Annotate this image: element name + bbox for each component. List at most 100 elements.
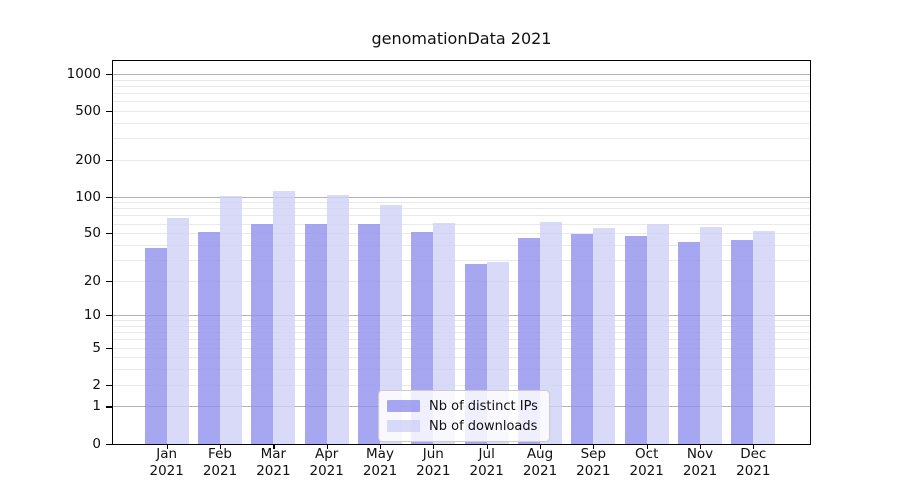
bar-downloads-mar xyxy=(273,190,296,444)
gridline-minor xyxy=(113,339,810,341)
bar-downloads-feb xyxy=(220,195,242,444)
bar-downloads-nov xyxy=(700,226,722,444)
y-tick-label: 200 xyxy=(75,151,101,168)
legend-entry-downloads: Nb of downloads xyxy=(387,416,538,436)
gridline-minor xyxy=(113,244,810,246)
x-tick-mark xyxy=(486,443,488,449)
y-tick-label: 50 xyxy=(83,225,101,242)
gridline-minor xyxy=(113,325,810,327)
bar-distinct-ips-jan xyxy=(144,248,167,444)
y-tick-mark xyxy=(105,280,113,282)
bar-distinct-ips-mar xyxy=(251,224,274,444)
legend-patch-downloads xyxy=(387,420,420,432)
legend: Nb of distinct IPs Nb of downloads xyxy=(378,390,550,442)
x-tick-mark xyxy=(166,443,168,449)
gridline-minor xyxy=(113,138,810,140)
x-tick-label: Feb 2021 xyxy=(202,446,238,479)
gridline-minor xyxy=(113,122,810,124)
x-tick-mark xyxy=(380,443,382,449)
gridline-minor xyxy=(113,79,810,81)
gridline-minor xyxy=(113,259,810,261)
bar-distinct-ips-nov xyxy=(678,241,700,444)
legend-entry-distinct-ips: Nb of distinct IPs xyxy=(387,396,538,416)
y-tick-mark xyxy=(105,233,113,235)
chart-title: genomationData 2021 xyxy=(371,29,552,48)
bar-downloads-may xyxy=(380,205,402,444)
y-tick-label: 100 xyxy=(75,188,101,205)
gridline-minor xyxy=(113,101,810,103)
bar-distinct-ips-apr xyxy=(304,224,327,444)
y-tick-label: 0 xyxy=(92,435,101,452)
bar-distinct-ips-may xyxy=(358,224,380,444)
bar-downloads-oct xyxy=(646,224,669,444)
bar-distinct-ips-dec xyxy=(731,240,754,444)
y-tick-mark xyxy=(105,443,113,445)
bar-downloads-aug xyxy=(540,222,562,444)
y-tick-label: 10 xyxy=(83,307,101,324)
y-tick-label: 500 xyxy=(75,102,101,119)
x-tick-mark xyxy=(326,443,328,449)
gridline-minor xyxy=(113,384,810,386)
gridline-minor xyxy=(113,159,810,161)
gridline-minor xyxy=(113,369,810,371)
gridline-minor xyxy=(113,357,810,359)
gridline-minor xyxy=(113,92,810,94)
x-tick-label: May 2021 xyxy=(362,446,398,479)
y-tick-mark xyxy=(105,110,113,113)
bar-downloads-jun xyxy=(433,223,456,444)
x-tick-mark xyxy=(700,443,702,449)
x-tick-mark xyxy=(753,443,755,449)
gridline-minor xyxy=(113,347,810,349)
y-tick-label: 1 xyxy=(92,398,101,415)
y-tick-mark xyxy=(105,315,113,317)
gridline-minor xyxy=(113,215,810,217)
gridline-minor xyxy=(113,110,810,112)
gridline-minor xyxy=(113,85,810,87)
x-tick-label: Mar 2021 xyxy=(256,446,291,479)
gridline-minor xyxy=(113,332,810,334)
gridline-major xyxy=(113,73,810,75)
bar-distinct-ips-sep xyxy=(571,233,594,444)
gridline-minor xyxy=(113,202,810,204)
gridline-minor xyxy=(113,223,810,225)
x-tick-label: Nov 2021 xyxy=(682,446,718,479)
bar-downloads-apr xyxy=(326,194,349,444)
x-tick-mark xyxy=(540,443,542,449)
bar-downloads-jan xyxy=(166,218,189,444)
gridline-major xyxy=(113,196,810,198)
y-tick-label: 1000 xyxy=(66,65,101,82)
y-tick-label: 20 xyxy=(83,272,101,289)
x-tick-label: Apr 2021 xyxy=(309,446,344,479)
y-tick-mark xyxy=(105,406,113,408)
x-tick-label: Jul 2021 xyxy=(469,446,504,479)
x-tick-label: Sep 2021 xyxy=(576,446,611,479)
x-tick-mark xyxy=(646,443,648,449)
bar-distinct-ips-oct xyxy=(624,235,647,444)
y-tick-label: 2 xyxy=(92,376,101,393)
x-tick-label: Jan 2021 xyxy=(149,446,184,479)
y-tick-mark xyxy=(105,73,113,76)
x-tick-label: Jun 2021 xyxy=(416,446,451,479)
gridline-minor xyxy=(113,280,810,282)
bar-distinct-ips-feb xyxy=(198,231,220,444)
gridline-minor xyxy=(113,208,810,210)
x-tick-mark xyxy=(433,443,435,449)
x-tick-mark xyxy=(593,443,595,449)
x-tick-mark xyxy=(273,443,275,449)
y-tick-mark xyxy=(105,384,113,386)
gridline-minor xyxy=(113,320,810,322)
y-tick-label: 5 xyxy=(92,339,101,356)
y-tick-mark xyxy=(105,159,113,161)
legend-patch-distinct-ips xyxy=(387,400,420,412)
y-tick-mark xyxy=(105,347,113,349)
y-tick-mark xyxy=(105,196,113,198)
legend-label-downloads: Nb of downloads xyxy=(429,418,538,434)
x-tick-label: Dec 2021 xyxy=(736,446,771,479)
gridline-major xyxy=(113,315,810,317)
x-tick-label: Aug 2021 xyxy=(522,446,558,479)
plot-area xyxy=(112,60,811,445)
legend-label-distinct-ips: Nb of distinct IPs xyxy=(429,398,538,414)
gridline-minor xyxy=(113,233,810,235)
bar-downloads-dec xyxy=(753,230,776,444)
